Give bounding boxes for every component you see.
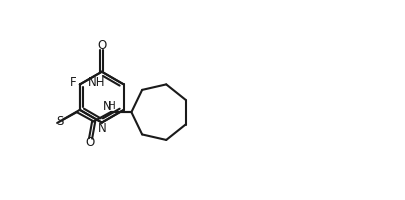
Text: F: F (70, 76, 77, 89)
Text: NH: NH (87, 76, 105, 89)
Text: S: S (56, 115, 63, 128)
Text: O: O (97, 39, 106, 52)
Text: O: O (85, 136, 94, 149)
Text: N: N (102, 100, 111, 113)
Text: N: N (98, 122, 107, 135)
Text: H: H (107, 101, 115, 111)
